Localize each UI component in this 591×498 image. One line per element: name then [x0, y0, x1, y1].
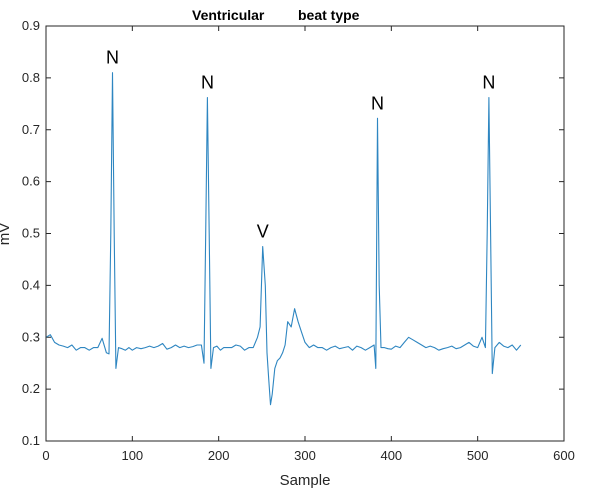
- y-tick-label: 0.4: [22, 277, 40, 292]
- beat-label-n: N: [482, 73, 495, 93]
- x-tick-label: 200: [208, 448, 230, 463]
- x-axis-label: Sample: [280, 472, 331, 489]
- axis-ticks: 0 100 200 300 400 500 600 0.1 0.2 0.3 0.4 0.5 0.6 0.7…: [22, 18, 575, 463]
- plot-frame: [45, 25, 565, 442]
- x-tick-label: 0: [42, 448, 49, 463]
- beat-label-n: N: [201, 73, 214, 93]
- beat-label-n: N: [371, 93, 384, 113]
- y-tick-label: 0.5: [22, 226, 40, 241]
- x-tick-label: 500: [467, 448, 489, 463]
- x-tick-label: 300: [294, 448, 316, 463]
- ecg-series-line: [45, 72, 522, 406]
- x-tick-label: 600: [553, 448, 575, 463]
- y-tick-label: 0.7: [22, 122, 40, 137]
- ecg-trace: [45, 72, 522, 406]
- y-tick-label: 0.1: [22, 433, 40, 448]
- chart-title-part-2: beat type: [298, 7, 360, 23]
- y-tick-label: 0.6: [22, 174, 40, 189]
- y-tick-label: 0.8: [22, 70, 40, 85]
- y-tick-label: 0.2: [22, 381, 40, 396]
- x-tick-label: 400: [380, 448, 402, 463]
- chart-title-part-1: Ventricular: [192, 7, 265, 23]
- beat-annotations: N N V N N: [106, 48, 495, 242]
- y-tick-label: 0.3: [22, 329, 40, 344]
- y-axis-label: mV: [0, 223, 13, 246]
- beat-label-v: V: [257, 221, 269, 241]
- y-tick-label: 0.9: [22, 18, 40, 33]
- beat-label-n: N: [106, 48, 119, 68]
- x-tick-label: 100: [121, 448, 143, 463]
